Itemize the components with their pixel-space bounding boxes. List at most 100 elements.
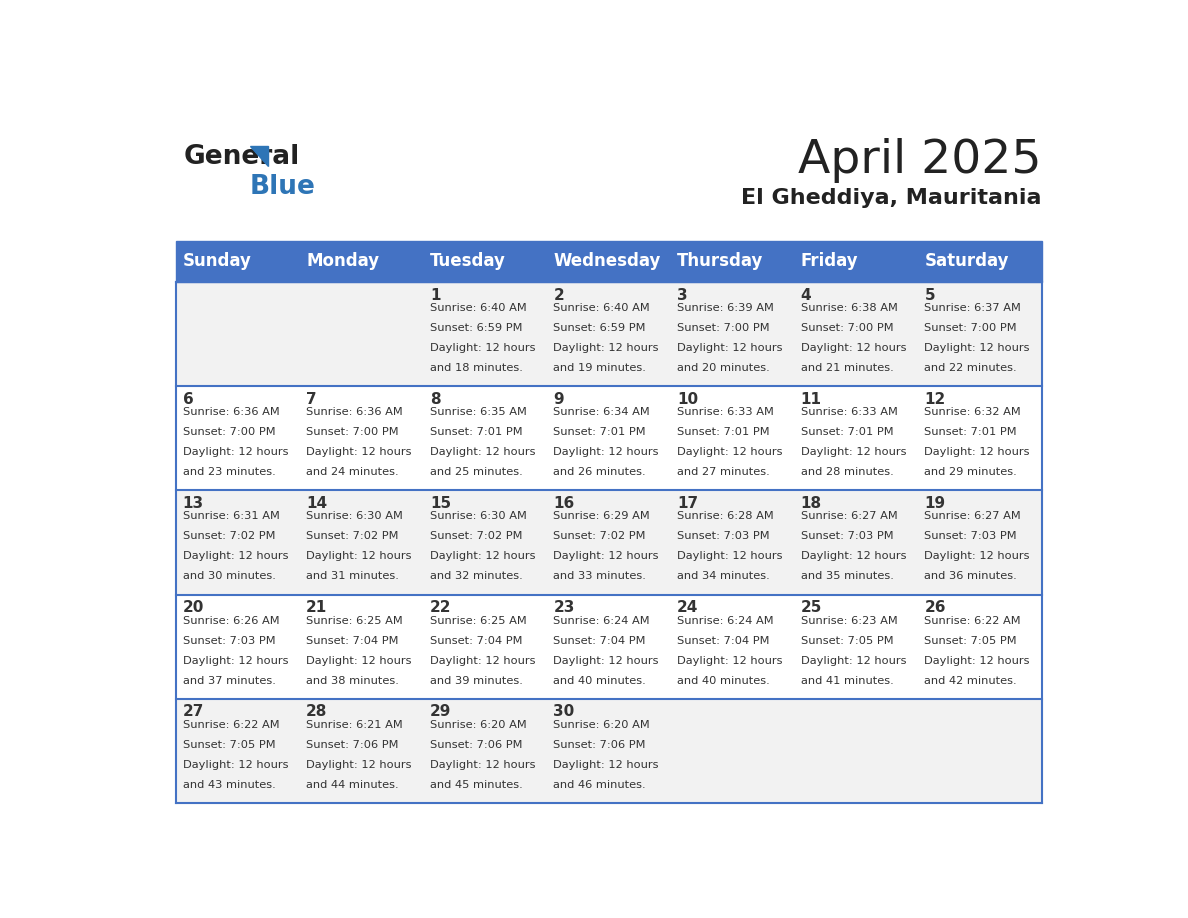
- Text: and 18 minutes.: and 18 minutes.: [430, 364, 523, 373]
- Text: Sunrise: 6:26 AM: Sunrise: 6:26 AM: [183, 616, 279, 625]
- Text: Sunrise: 6:36 AM: Sunrise: 6:36 AM: [183, 408, 279, 417]
- Text: Sunrise: 6:40 AM: Sunrise: 6:40 AM: [554, 303, 650, 313]
- Text: 12: 12: [924, 392, 946, 407]
- Text: Daylight: 12 hours: Daylight: 12 hours: [307, 447, 412, 457]
- Text: Daylight: 12 hours: Daylight: 12 hours: [801, 343, 906, 353]
- Text: Daylight: 12 hours: Daylight: 12 hours: [183, 760, 287, 770]
- Text: 19: 19: [924, 496, 946, 511]
- Text: Daylight: 12 hours: Daylight: 12 hours: [801, 447, 906, 457]
- Text: General: General: [183, 144, 299, 170]
- Text: and 28 minutes.: and 28 minutes.: [801, 467, 893, 477]
- Text: Daylight: 12 hours: Daylight: 12 hours: [924, 447, 1030, 457]
- Text: and 26 minutes.: and 26 minutes.: [554, 467, 646, 477]
- Text: and 32 minutes.: and 32 minutes.: [430, 572, 523, 581]
- Text: Sunrise: 6:20 AM: Sunrise: 6:20 AM: [554, 720, 650, 730]
- Text: and 45 minutes.: and 45 minutes.: [430, 779, 523, 789]
- Bar: [176, 241, 1042, 282]
- Text: Sunrise: 6:37 AM: Sunrise: 6:37 AM: [924, 303, 1022, 313]
- Text: and 43 minutes.: and 43 minutes.: [183, 779, 276, 789]
- Text: Sunset: 7:01 PM: Sunset: 7:01 PM: [677, 427, 770, 437]
- Text: Tuesday: Tuesday: [430, 252, 506, 271]
- Text: 16: 16: [554, 496, 575, 511]
- Text: 7: 7: [307, 392, 317, 407]
- Text: Sunset: 7:00 PM: Sunset: 7:00 PM: [924, 323, 1017, 333]
- Text: Daylight: 12 hours: Daylight: 12 hours: [183, 447, 287, 457]
- Text: and 42 minutes.: and 42 minutes.: [924, 676, 1017, 686]
- Text: and 27 minutes.: and 27 minutes.: [677, 467, 770, 477]
- Text: and 19 minutes.: and 19 minutes.: [554, 364, 646, 373]
- Text: 20: 20: [183, 600, 204, 615]
- Text: Sunrise: 6:33 AM: Sunrise: 6:33 AM: [801, 408, 898, 417]
- Text: Daylight: 12 hours: Daylight: 12 hours: [677, 552, 783, 562]
- Text: Daylight: 12 hours: Daylight: 12 hours: [430, 343, 536, 353]
- Text: Monday: Monday: [307, 252, 379, 271]
- Text: Sunrise: 6:32 AM: Sunrise: 6:32 AM: [924, 408, 1022, 417]
- Text: Sunset: 7:02 PM: Sunset: 7:02 PM: [183, 532, 276, 542]
- Text: Sunset: 7:06 PM: Sunset: 7:06 PM: [554, 740, 646, 750]
- Text: Sunset: 7:05 PM: Sunset: 7:05 PM: [801, 635, 893, 645]
- Text: and 30 minutes.: and 30 minutes.: [183, 572, 276, 581]
- Polygon shape: [249, 146, 268, 166]
- Text: Sunset: 7:03 PM: Sunset: 7:03 PM: [801, 532, 893, 542]
- Text: 5: 5: [924, 287, 935, 303]
- Text: Daylight: 12 hours: Daylight: 12 hours: [307, 655, 412, 666]
- Bar: [176, 282, 1042, 386]
- Text: El Gheddiya, Mauritania: El Gheddiya, Mauritania: [741, 188, 1042, 207]
- Text: Sunset: 7:04 PM: Sunset: 7:04 PM: [430, 635, 523, 645]
- Text: 30: 30: [554, 704, 575, 720]
- Text: Sunrise: 6:33 AM: Sunrise: 6:33 AM: [677, 408, 775, 417]
- Text: and 44 minutes.: and 44 minutes.: [307, 779, 399, 789]
- Text: Sunset: 7:01 PM: Sunset: 7:01 PM: [430, 427, 523, 437]
- Text: Saturday: Saturday: [924, 252, 1009, 271]
- Text: Daylight: 12 hours: Daylight: 12 hours: [801, 552, 906, 562]
- Text: and 35 minutes.: and 35 minutes.: [801, 572, 893, 581]
- Text: and 40 minutes.: and 40 minutes.: [677, 676, 770, 686]
- Text: 24: 24: [677, 600, 699, 615]
- Text: 21: 21: [307, 600, 328, 615]
- Text: Sunrise: 6:36 AM: Sunrise: 6:36 AM: [307, 408, 403, 417]
- Text: 18: 18: [801, 496, 822, 511]
- Text: 15: 15: [430, 496, 451, 511]
- Text: Daylight: 12 hours: Daylight: 12 hours: [554, 343, 659, 353]
- Text: 3: 3: [677, 287, 688, 303]
- Text: Sunrise: 6:30 AM: Sunrise: 6:30 AM: [307, 511, 403, 521]
- Text: Sunrise: 6:30 AM: Sunrise: 6:30 AM: [430, 511, 526, 521]
- Text: Friday: Friday: [801, 252, 859, 271]
- Text: Sunset: 7:03 PM: Sunset: 7:03 PM: [677, 532, 770, 542]
- Text: Sunrise: 6:24 AM: Sunrise: 6:24 AM: [677, 616, 773, 625]
- Text: Daylight: 12 hours: Daylight: 12 hours: [554, 552, 659, 562]
- Text: and 46 minutes.: and 46 minutes.: [554, 779, 646, 789]
- Bar: [176, 386, 1042, 490]
- Text: Daylight: 12 hours: Daylight: 12 hours: [554, 760, 659, 770]
- Bar: [176, 699, 1042, 803]
- Text: 9: 9: [554, 392, 564, 407]
- Text: Sunset: 7:03 PM: Sunset: 7:03 PM: [924, 532, 1017, 542]
- Text: Daylight: 12 hours: Daylight: 12 hours: [801, 655, 906, 666]
- Text: Sunrise: 6:34 AM: Sunrise: 6:34 AM: [554, 408, 650, 417]
- Text: Daylight: 12 hours: Daylight: 12 hours: [183, 655, 287, 666]
- Text: and 38 minutes.: and 38 minutes.: [307, 676, 399, 686]
- Text: Sunset: 7:02 PM: Sunset: 7:02 PM: [554, 532, 646, 542]
- Text: Sunset: 6:59 PM: Sunset: 6:59 PM: [554, 323, 646, 333]
- Text: Daylight: 12 hours: Daylight: 12 hours: [924, 655, 1030, 666]
- Text: Daylight: 12 hours: Daylight: 12 hours: [430, 760, 536, 770]
- Text: Daylight: 12 hours: Daylight: 12 hours: [430, 447, 536, 457]
- Text: Sunset: 7:01 PM: Sunset: 7:01 PM: [924, 427, 1017, 437]
- Text: Sunset: 7:00 PM: Sunset: 7:00 PM: [307, 427, 399, 437]
- Text: Sunrise: 6:25 AM: Sunrise: 6:25 AM: [307, 616, 403, 625]
- Text: 28: 28: [307, 704, 328, 720]
- Text: Daylight: 12 hours: Daylight: 12 hours: [307, 552, 412, 562]
- Text: 14: 14: [307, 496, 328, 511]
- Text: Daylight: 12 hours: Daylight: 12 hours: [554, 655, 659, 666]
- Text: 23: 23: [554, 600, 575, 615]
- Text: and 31 minutes.: and 31 minutes.: [307, 572, 399, 581]
- Text: Sunset: 6:59 PM: Sunset: 6:59 PM: [430, 323, 523, 333]
- Text: Daylight: 12 hours: Daylight: 12 hours: [677, 447, 783, 457]
- Text: Sunset: 7:05 PM: Sunset: 7:05 PM: [183, 740, 276, 750]
- Text: Sunrise: 6:23 AM: Sunrise: 6:23 AM: [801, 616, 897, 625]
- Text: and 24 minutes.: and 24 minutes.: [307, 467, 399, 477]
- Text: Sunrise: 6:24 AM: Sunrise: 6:24 AM: [554, 616, 650, 625]
- Text: Sunrise: 6:22 AM: Sunrise: 6:22 AM: [183, 720, 279, 730]
- Text: Sunrise: 6:21 AM: Sunrise: 6:21 AM: [307, 720, 403, 730]
- Text: 25: 25: [801, 600, 822, 615]
